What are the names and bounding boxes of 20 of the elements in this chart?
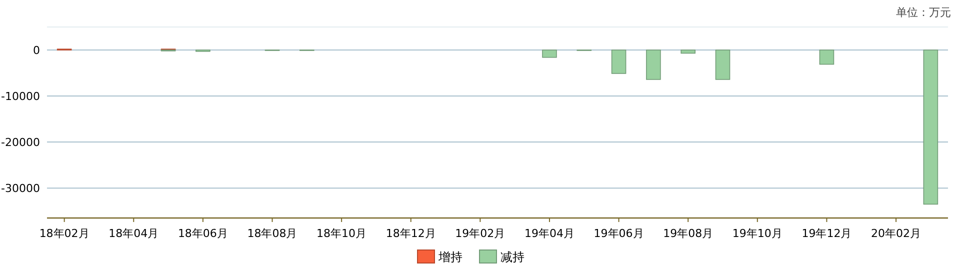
x-tick-label: 18年04月 (108, 227, 159, 240)
x-tick-label: 18年02月 (39, 227, 90, 240)
x-tick-label: 20年02月 (871, 227, 922, 240)
x-tick-label: 19年06月 (594, 227, 644, 240)
x-tick-label: 19年08月 (663, 227, 714, 240)
x-tick-label: 18年08月 (247, 227, 298, 240)
x-tick-label: 18年10月 (316, 227, 367, 240)
x-tick-label: 18年12月 (386, 227, 436, 240)
x-tick-label: 19年10月 (732, 227, 782, 240)
x-tick-label: 19年12月 (802, 227, 852, 240)
y-tick-label: 0 (33, 44, 40, 58)
text: 单位：万元 (896, 6, 951, 19)
x-tick-label: 19年04月 (524, 227, 574, 240)
y-tick-label: -10000 (1, 90, 40, 104)
x-tick-label: 18年06月 (178, 227, 228, 240)
y-tick-label: -30000 (1, 182, 40, 196)
legend-label: 增持 (438, 250, 462, 264)
x-tick-label: 19年02月 (455, 227, 506, 240)
legend-label: 减持 (500, 250, 524, 264)
y-tick-label: -20000 (1, 136, 40, 150)
